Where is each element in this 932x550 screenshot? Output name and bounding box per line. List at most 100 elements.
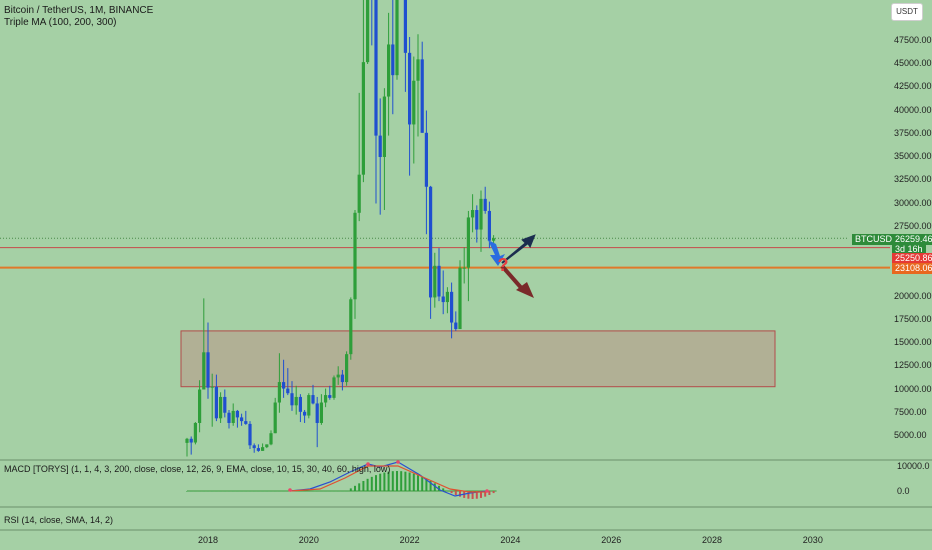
candle-body [408, 52, 412, 125]
macd-histogram-bar [370, 476, 373, 491]
macd-histogram-bar [211, 491, 214, 492]
macd-histogram-bar [438, 485, 440, 491]
macd-histogram-bar [400, 471, 403, 491]
bar-countdown-tag: 3d 16h [892, 244, 926, 255]
symbol-title[interactable]: Bitcoin / TetherUS, 1M, BINANCE [4, 5, 154, 16]
macd-cross-marker [288, 488, 292, 492]
macd-histogram-bar [454, 491, 457, 495]
macd-histogram-bar [484, 491, 487, 497]
macd-histogram-bar [186, 491, 188, 492]
macd-histogram-bar [337, 491, 340, 492]
candle-body [349, 299, 353, 355]
macd-signal-line [289, 465, 487, 493]
macd-cross-marker [366, 462, 370, 466]
candle-body [315, 403, 319, 423]
rsi-indicator-label[interactable]: RSI (14, close, SMA, 14, 2) [4, 515, 114, 525]
candle-body [391, 44, 395, 76]
price-axis-tick: 40000.00 [894, 104, 932, 115]
price-axis-tick: 37500.00 [894, 127, 932, 138]
macd-layer [186, 460, 497, 499]
candle-body [223, 396, 227, 413]
macd-histogram-bar [265, 491, 268, 492]
price-axis-tick: 12500.00 [894, 360, 932, 371]
time-axis-tick: 2024 [500, 535, 521, 545]
candle-body [277, 382, 281, 403]
macd-histogram-bar [215, 491, 218, 492]
candle-body [437, 265, 441, 297]
candle-body [189, 438, 193, 443]
macd-histogram-bar [232, 491, 235, 492]
macd-histogram-bar [228, 491, 230, 492]
price-axis-tick: 7500.00 [894, 406, 927, 417]
price-axis-tick: 5000.00 [894, 430, 927, 440]
support-zone-box [180, 330, 776, 388]
candle-body [487, 210, 491, 241]
candles-layer [185, 0, 496, 457]
candle-body [210, 386, 214, 388]
macd-histogram-bar [341, 491, 344, 492]
candle-body [403, 0, 407, 53]
macd-histogram-bar [257, 491, 260, 492]
candle-body [433, 265, 437, 298]
forecast-annotation[interactable]: ? [488, 234, 536, 298]
macd-histogram-bar [328, 491, 331, 492]
time-axis-tick: 2030 [802, 535, 823, 545]
macd-histogram-bar [358, 483, 361, 491]
candle-body [357, 174, 361, 213]
macd-histogram-bar [349, 488, 352, 491]
candle-body [336, 374, 340, 378]
candle-body [219, 396, 223, 419]
candle-body [202, 352, 206, 390]
macd-histogram-bar [412, 473, 415, 491]
macd-histogram-bar [219, 491, 222, 492]
price-axis-tick: 20000.00 [894, 290, 932, 301]
last-price-tag: 26259.46 [892, 234, 932, 245]
candle-body [261, 447, 265, 451]
macd-histogram-bar [236, 491, 239, 492]
time-axis-tick: 2020 [298, 535, 319, 545]
macd-histogram-bar [375, 475, 377, 491]
candle-body [361, 62, 365, 175]
macd-line [289, 461, 488, 497]
candle-body [412, 80, 416, 125]
price-axis-tick: 42500.00 [894, 81, 932, 92]
macd-histogram-bar [270, 491, 272, 492]
macd-histogram-bar [425, 478, 428, 491]
price-axis-tick: 35000.00 [894, 151, 932, 161]
candle-body [445, 291, 449, 303]
macd-histogram-bar [488, 491, 491, 495]
price-axis-tick: 27500.00 [894, 220, 932, 231]
candle-body [340, 374, 344, 383]
candle-body [244, 421, 248, 424]
macd-histogram-bar [312, 491, 314, 492]
macd-histogram-bar [282, 491, 285, 492]
candle-body [273, 402, 277, 434]
candle-body [366, 0, 370, 63]
triple-ma-indicator-label[interactable]: Triple MA (100, 200, 300) [4, 17, 117, 28]
macd-histogram-bar [207, 491, 209, 492]
macd-histogram-bar [274, 491, 277, 492]
arrow-up-navy-icon [501, 234, 536, 264]
macd-histogram-bar [387, 471, 390, 491]
macd-histogram-bar [253, 491, 256, 492]
price-axis-tick: 10000.00 [894, 383, 932, 394]
price-axis-tick: 47500.00 [894, 34, 932, 45]
level-23108-tag: 23108.06 [892, 263, 932, 274]
candle-body [378, 135, 382, 157]
price-axis-tick: 30000.00 [894, 197, 932, 208]
macd-histogram-bar [198, 491, 201, 492]
candle-body [387, 44, 391, 97]
arrow-down-blue-icon [488, 240, 505, 266]
currency-button[interactable]: USDT [891, 3, 923, 21]
candle-body [466, 217, 470, 268]
question-mark-icon: ? [498, 255, 509, 275]
candle-body [231, 410, 235, 423]
candle-body [382, 96, 386, 157]
macd-histogram-bar [244, 491, 247, 492]
candle-body [319, 402, 323, 423]
candle-body [240, 417, 244, 422]
macd-histogram-bar [450, 491, 453, 494]
macd-indicator-label[interactable]: MACD [TORYS] (1, 1, 4, 3, 200, close, cl… [4, 464, 391, 474]
macd-histogram-bar [324, 491, 327, 492]
